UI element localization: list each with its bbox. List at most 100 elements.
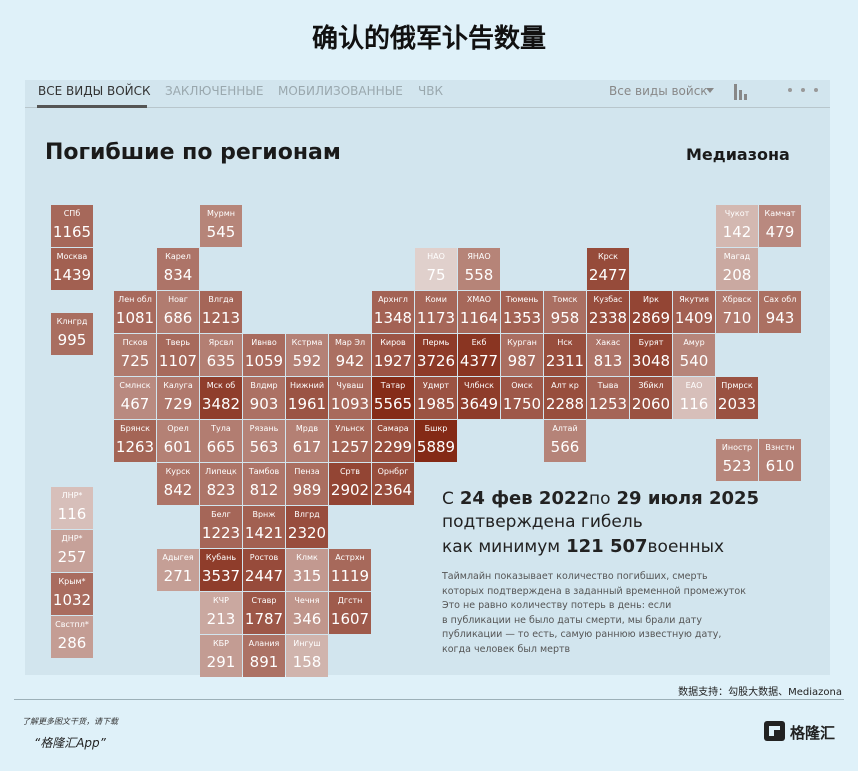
region-tile: Магад 208 xyxy=(716,248,758,290)
region-value: 610 xyxy=(765,457,795,476)
region-label: ЛНР* xyxy=(61,491,83,501)
filter-dropdown[interactable]: Все виды войск xyxy=(609,84,708,98)
tab[interactable]: ЧВК xyxy=(418,84,443,98)
region-label: Ростов xyxy=(249,553,279,562)
region-value: 823 xyxy=(206,481,236,499)
download-text: 了解更多图文干货，请下载 xyxy=(22,717,118,726)
region-tile: Нижний 1961 xyxy=(286,377,328,419)
source: 数据支持：勾股大数据、Mediazona xyxy=(678,687,842,698)
tab[interactable]: ВСЕ ВИДЫ ВОЙСК xyxy=(38,84,151,98)
region-tile: Алт кр 2288 xyxy=(544,377,586,419)
region-tile: Новг 686 xyxy=(157,291,199,333)
summary-text: 121 507 xyxy=(566,536,648,557)
region-value: 540 xyxy=(679,352,709,370)
region-label: Алтай xyxy=(552,424,578,433)
region-value: 943 xyxy=(765,309,795,327)
region-value: 1263 xyxy=(115,438,155,456)
region-tile: ЛНР* 116 xyxy=(51,487,93,530)
region-tile: Екб 4377 xyxy=(458,334,500,376)
region-tile: Архнгл 1348 xyxy=(372,291,414,333)
note-line: публикации — то есть, самую раннюю извес… xyxy=(442,629,722,640)
region-value: 1081 xyxy=(115,309,155,327)
chart-icon[interactable] xyxy=(734,84,737,100)
region-label: Тверь xyxy=(165,338,191,347)
region-value: 2288 xyxy=(545,395,585,413)
region-label: ХМАО xyxy=(466,295,492,304)
region-tile: Курск 842 xyxy=(157,463,199,505)
region-tile: Влдмр 903 xyxy=(243,377,285,419)
region-label: Амур xyxy=(683,338,705,347)
region-label: Якутия xyxy=(679,295,709,304)
region-tile: Нск 2311 xyxy=(544,334,586,376)
region-tile: ХМАО 1164 xyxy=(458,291,500,333)
region-tile: Крск 2477 xyxy=(587,248,629,290)
region-label: Алт кр xyxy=(551,381,579,390)
region-label: Пенза xyxy=(294,467,320,476)
region-label: Члбнск xyxy=(464,381,494,390)
app-name: “格隆汇App” xyxy=(34,736,106,750)
region-label: Липецк xyxy=(205,467,237,476)
region-value: 213 xyxy=(206,610,236,628)
region-value: 2869 xyxy=(631,309,671,327)
region-label: Татар xyxy=(380,381,406,390)
region-label: Алания xyxy=(248,639,280,648)
region-label: Мрдв xyxy=(295,424,319,433)
region-label: Влгрд xyxy=(294,510,320,519)
region-tile: Мск об 3482 xyxy=(200,377,242,419)
region-tile: Члбнск 3649 xyxy=(458,377,500,419)
region-tile: Хакас 813 xyxy=(587,334,629,376)
region-value: 116 xyxy=(679,395,709,413)
region-label: Нижний xyxy=(289,381,325,390)
region-label: Врнж xyxy=(252,510,276,519)
chart-icon xyxy=(744,94,747,100)
region-tile: Якутия 1409 xyxy=(673,291,715,333)
region-tile: Кстрма 592 xyxy=(286,334,328,376)
tab-divider xyxy=(25,107,830,108)
region-value: 1353 xyxy=(502,309,542,327)
region-value: 635 xyxy=(206,352,236,370)
tab[interactable]: ЗАКЛЮЧЕННЫЕ xyxy=(165,84,264,98)
region-value: 3482 xyxy=(201,395,241,413)
region-label: Клмк xyxy=(296,553,318,562)
region-tile: Лен обл 1081 xyxy=(114,291,156,333)
region-value: 1348 xyxy=(373,309,413,327)
region-label: Рязань xyxy=(249,424,279,433)
region-label: Омск xyxy=(511,381,533,390)
region-label: Белг xyxy=(211,510,231,519)
region-tile: ЕАО 116 xyxy=(673,377,715,419)
map-heading: Погибшие по регионам xyxy=(45,140,341,165)
region-tile: Клнгрд 995 xyxy=(51,312,93,355)
region-label: Орнбрг xyxy=(377,467,409,476)
region-tile: Тверь 1107 xyxy=(157,334,199,376)
region-value: 1119 xyxy=(330,567,370,585)
tab[interactable]: МОБИЛИЗОВАННЫЕ xyxy=(278,84,403,98)
note-line: Таймлайн показывает количество погибших,… xyxy=(442,571,708,582)
region-label: Смлнск xyxy=(119,381,151,390)
region-tile: Дгстн 1607 xyxy=(329,592,371,634)
region-value: 291 xyxy=(206,653,236,671)
region-tile: Ульнск 1257 xyxy=(329,420,371,462)
region-label: Хакас xyxy=(595,338,621,347)
region-tile: Орел 601 xyxy=(157,420,199,462)
region-value: 3649 xyxy=(459,395,499,413)
region-tile: Москва 1439 xyxy=(51,248,93,290)
region-value: 566 xyxy=(550,438,580,456)
region-tile: Коми 1173 xyxy=(415,291,457,333)
region-label: Ивнво xyxy=(251,338,277,347)
toolbar-icons xyxy=(706,84,818,100)
region-value: 1927 xyxy=(373,352,413,370)
note-line: Это не равно количеству потерь в день: е… xyxy=(442,600,672,611)
region-tile: Омск 1750 xyxy=(501,377,543,419)
region-value: 958 xyxy=(550,309,580,327)
menu-dot[interactable] xyxy=(788,88,792,92)
region-value: 142 xyxy=(722,223,752,241)
region-label: Пермь xyxy=(422,338,450,347)
region-tile: Бурят 3048 xyxy=(630,334,672,376)
region-label: Калуга xyxy=(163,381,193,390)
region-label: Астрхн xyxy=(335,553,365,562)
region-tile: Чечня 346 xyxy=(286,592,328,634)
region-value: 558 xyxy=(464,266,494,284)
region-label: Тюмень xyxy=(505,295,539,304)
region-value: 842 xyxy=(163,481,193,499)
region-tile: Чукот 142 xyxy=(716,205,758,247)
